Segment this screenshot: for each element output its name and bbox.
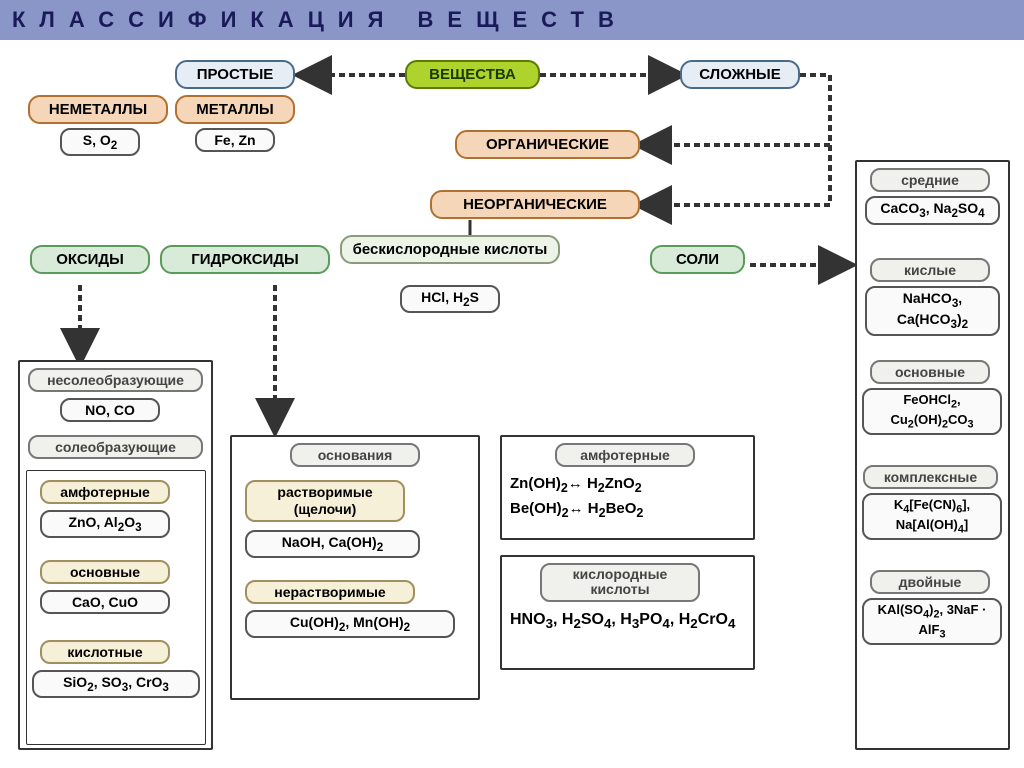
node-salt-complex-ex: K4[Fe(CN)6], Na[Al(OH)4] <box>862 493 1002 540</box>
node-simple: ПРОСТЫЕ <box>175 60 295 89</box>
node-salts: СОЛИ <box>650 245 745 274</box>
node-nonmetals: НЕМЕТАЛЛЫ <box>28 95 168 124</box>
node-basic-ox-ex: CaO, CuO <box>40 590 170 614</box>
node-amph-h: амфотерные <box>555 443 695 467</box>
node-salt-medium-ex: CaCO3, Na2SO4 <box>865 196 1000 225</box>
title-bar: КЛАССИФИКАЦИЯ ВЕЩЕСТВ <box>0 0 1024 40</box>
node-amph-ox: амфотерные <box>40 480 170 504</box>
node-amph-ox-ex: ZnO, Al2O3 <box>40 510 170 538</box>
node-oxy-ex: HNO3, H2SO4, H3PO4, H2CrO4 <box>510 610 745 633</box>
node-nonsalt-ex: NO, CO <box>60 398 160 422</box>
node-insoluble: нерастворимые <box>245 580 415 604</box>
node-soluble-ex: NaOH, Ca(OH)2 <box>245 530 420 558</box>
node-anox-acids: бескислородные кислоты <box>340 235 560 264</box>
node-salt-double: двойные <box>870 570 990 594</box>
node-soluble: растворимые (щелочи) <box>245 480 405 522</box>
node-metals: МЕТАЛЛЫ <box>175 95 295 124</box>
node-acid-ox: кислотные <box>40 640 170 664</box>
node-salt-basic: основные <box>870 360 990 384</box>
node-amph-h1: Zn(OH)2↔ H2ZnO2 <box>510 475 745 495</box>
node-salt-basic-ex: FeOHCl2, Cu2(OH)2CO3 <box>862 388 1002 435</box>
node-salt-acid-ex: NaHCO3, Ca(HCO3)2 <box>865 286 1000 336</box>
node-hydroxides: ГИДРОКСИДЫ <box>160 245 330 274</box>
node-salt-medium: средние <box>870 168 990 192</box>
node-basic-ox: основные <box>40 560 170 584</box>
node-insoluble-ex: Cu(OH)2, Mn(OH)2 <box>245 610 455 638</box>
diagram-canvas: ВЕЩЕСТВА ПРОСТЫЕ СЛОЖНЫЕ НЕМЕТАЛЛЫ МЕТАЛ… <box>0 40 1024 768</box>
node-amph-h2: Be(OH)2↔ H2BeO2 <box>510 500 745 520</box>
node-salt-complex: комплексные <box>863 465 998 489</box>
node-organic: ОРГАНИЧЕСКИЕ <box>455 130 640 159</box>
node-oxides: ОКСИДЫ <box>30 245 150 274</box>
box-salts <box>855 160 1010 750</box>
node-complex: СЛОЖНЫЕ <box>680 60 800 89</box>
node-inorganic: НЕОРГАНИЧЕСКИЕ <box>430 190 640 219</box>
node-acid-ox-ex: SiO2, SO3, CrO3 <box>32 670 200 698</box>
node-oxy-acids: кислородные кислоты <box>540 563 700 602</box>
node-nonmetals-ex: S, O2 <box>60 128 140 156</box>
node-salt-acid: кислые <box>870 258 990 282</box>
page-title: КЛАССИФИКАЦИЯ ВЕЩЕСТВ <box>12 7 628 33</box>
node-saltforming: солеобразующие <box>28 435 203 459</box>
node-metals-ex: Fe, Zn <box>195 128 275 152</box>
node-salt-double-ex: KAl(SO4)2, 3NaF · AlF3 <box>862 598 1002 645</box>
box-hydroxides <box>230 435 480 700</box>
node-nonsalt: несолеобразующие <box>28 368 203 392</box>
node-substances: ВЕЩЕСТВА <box>405 60 540 89</box>
node-anox-ex: HCl, H2S <box>400 285 500 313</box>
node-bases: основания <box>290 443 420 467</box>
